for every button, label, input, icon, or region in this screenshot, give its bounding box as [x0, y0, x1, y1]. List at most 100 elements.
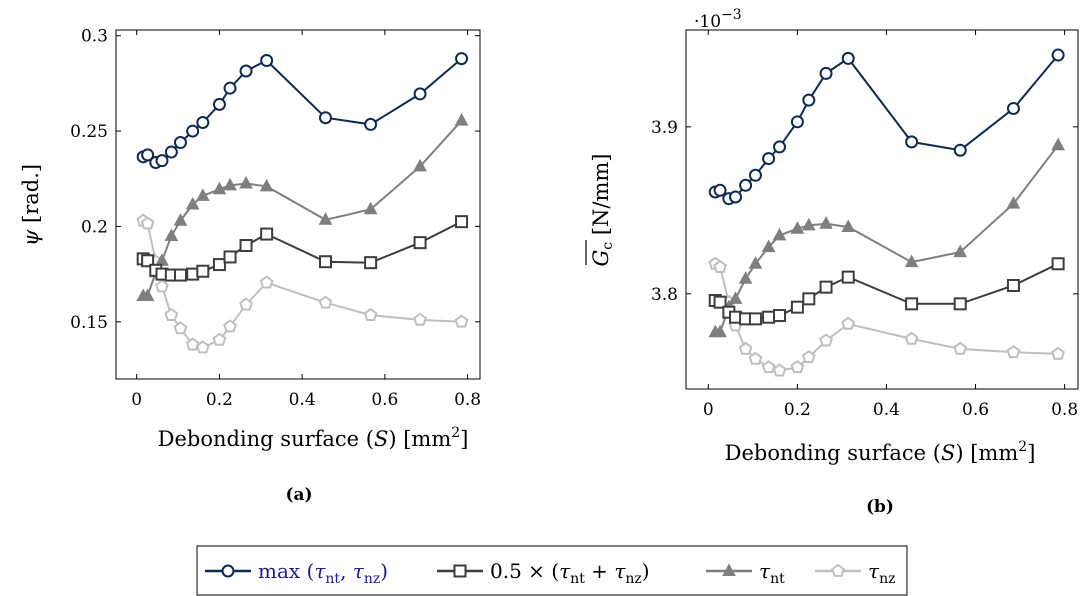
- data-point-avg: [748, 312, 762, 326]
- data-point-avg: [773, 309, 787, 323]
- data-point-nz: [1006, 345, 1021, 359]
- data-point-nt: [904, 254, 919, 268]
- legend-box: [196, 545, 908, 596]
- data-point-max: [141, 148, 155, 162]
- data-point-avg: [1051, 257, 1065, 271]
- data-point-max: [319, 111, 333, 125]
- data-point-max: [186, 124, 200, 138]
- legend-item-avg: 0.5 × (τnt + τnz): [437, 559, 650, 587]
- data-point-nt: [454, 113, 469, 126]
- data-point-nt: [819, 216, 833, 229]
- panel-a: 0 0.2 0.4 0.6 0.8 0.15 0.2 0.25 0.3 Debonding su…: [19, 27, 481, 505]
- data-point-nt: [841, 219, 856, 233]
- data-point-max: [953, 143, 967, 157]
- data-point-nz: [454, 314, 469, 328]
- data-point-max: [713, 183, 727, 197]
- y-tick-label: 0.15: [70, 313, 108, 333]
- data-point-max: [173, 136, 187, 150]
- data-point-nz: [841, 316, 856, 330]
- data-point-nz: [790, 360, 805, 374]
- legend-marker-avg: [453, 564, 467, 578]
- data-point-nt: [239, 175, 253, 189]
- data-point-avg: [141, 254, 155, 268]
- data-point-nt: [728, 291, 743, 304]
- data-point-avg: [953, 297, 967, 311]
- legend-item-nt: τnt: [706, 559, 785, 587]
- data-point-avg: [212, 258, 226, 272]
- data-point-nt: [363, 201, 378, 215]
- data-point-nt: [195, 188, 210, 201]
- data-point-nz: [1051, 346, 1065, 360]
- data-point-nz: [155, 279, 169, 293]
- data-point-nt: [140, 288, 155, 302]
- data-point-max: [212, 97, 226, 111]
- x-tick-label: 0.2: [206, 390, 233, 410]
- x-tick-label: 0.4: [873, 400, 900, 420]
- data-point-max: [413, 87, 427, 101]
- data-point-max: [773, 140, 787, 154]
- data-point-nz: [259, 275, 274, 289]
- series-avg: [708, 257, 1065, 326]
- legend-item-nz: τnz: [815, 559, 895, 587]
- y-tick-label: 0.3: [81, 27, 108, 47]
- data-point-max: [164, 145, 178, 159]
- data-point-nz: [748, 351, 763, 365]
- data-point-avg: [1006, 278, 1020, 292]
- data-point-avg: [196, 264, 210, 278]
- series-line-nt: [715, 144, 1059, 334]
- data-point-nz: [173, 321, 188, 335]
- series-nt: [708, 137, 1065, 338]
- legend-label-nt: τnt: [759, 559, 785, 587]
- x-tick-label: 0.4: [289, 390, 316, 410]
- data-point-max: [155, 154, 169, 168]
- data-point-max: [739, 178, 753, 192]
- legend-marker-max: [221, 564, 235, 578]
- data-point-nz: [140, 216, 155, 230]
- scale-label-b: ·10−3: [694, 7, 742, 32]
- data-point-nt: [1051, 137, 1065, 151]
- data-point-nt: [761, 239, 776, 253]
- y-tick-label: 0.25: [70, 122, 108, 142]
- data-point-nt: [173, 213, 188, 226]
- data-point-nz: [185, 337, 200, 351]
- data-point-avg: [239, 239, 253, 253]
- series-line-max: [142, 57, 463, 164]
- x-tick-label: 0.8: [454, 390, 481, 410]
- data-point-nt: [318, 212, 333, 225]
- data-point-max: [239, 64, 253, 78]
- x-tick-label: 0: [703, 400, 714, 420]
- data-point-nt: [164, 228, 179, 241]
- data-point-avg: [819, 280, 833, 294]
- data-point-nz: [212, 332, 227, 346]
- data-point-max: [260, 54, 274, 68]
- data-point-avg: [905, 297, 919, 311]
- data-point-max: [802, 93, 816, 107]
- data-point-max: [841, 51, 855, 65]
- data-point-nt: [1006, 196, 1021, 209]
- x-tick-label: 0: [131, 390, 142, 410]
- data-point-max: [223, 81, 237, 95]
- data-point-max: [729, 190, 743, 204]
- data-point-max: [1051, 48, 1065, 62]
- plot-area-b: [685, 29, 1079, 390]
- data-point-avg: [455, 215, 469, 229]
- x-tick-label: 0.6: [962, 400, 989, 420]
- data-point-max: [790, 115, 804, 129]
- data-point-max: [819, 66, 833, 80]
- legend-label-avg: 0.5 × (τnt + τnz): [490, 559, 650, 587]
- series-avg: [136, 215, 469, 282]
- data-point-nz: [413, 312, 427, 326]
- data-point-nz: [953, 341, 968, 355]
- y-tick-label: 3.9: [651, 118, 678, 138]
- legend: max (τnt, τnz) 0.5 × (τnt + τnz) τnt τnz: [196, 545, 908, 596]
- data-point-nt: [713, 324, 727, 338]
- data-point-max: [762, 152, 776, 166]
- data-point-avg: [790, 300, 804, 314]
- legend-marker-nt: [722, 563, 736, 576]
- data-point-nz: [761, 360, 776, 374]
- series-max: [708, 48, 1065, 206]
- data-point-max: [196, 115, 210, 129]
- data-point-max: [748, 168, 762, 182]
- data-point-max: [455, 52, 469, 66]
